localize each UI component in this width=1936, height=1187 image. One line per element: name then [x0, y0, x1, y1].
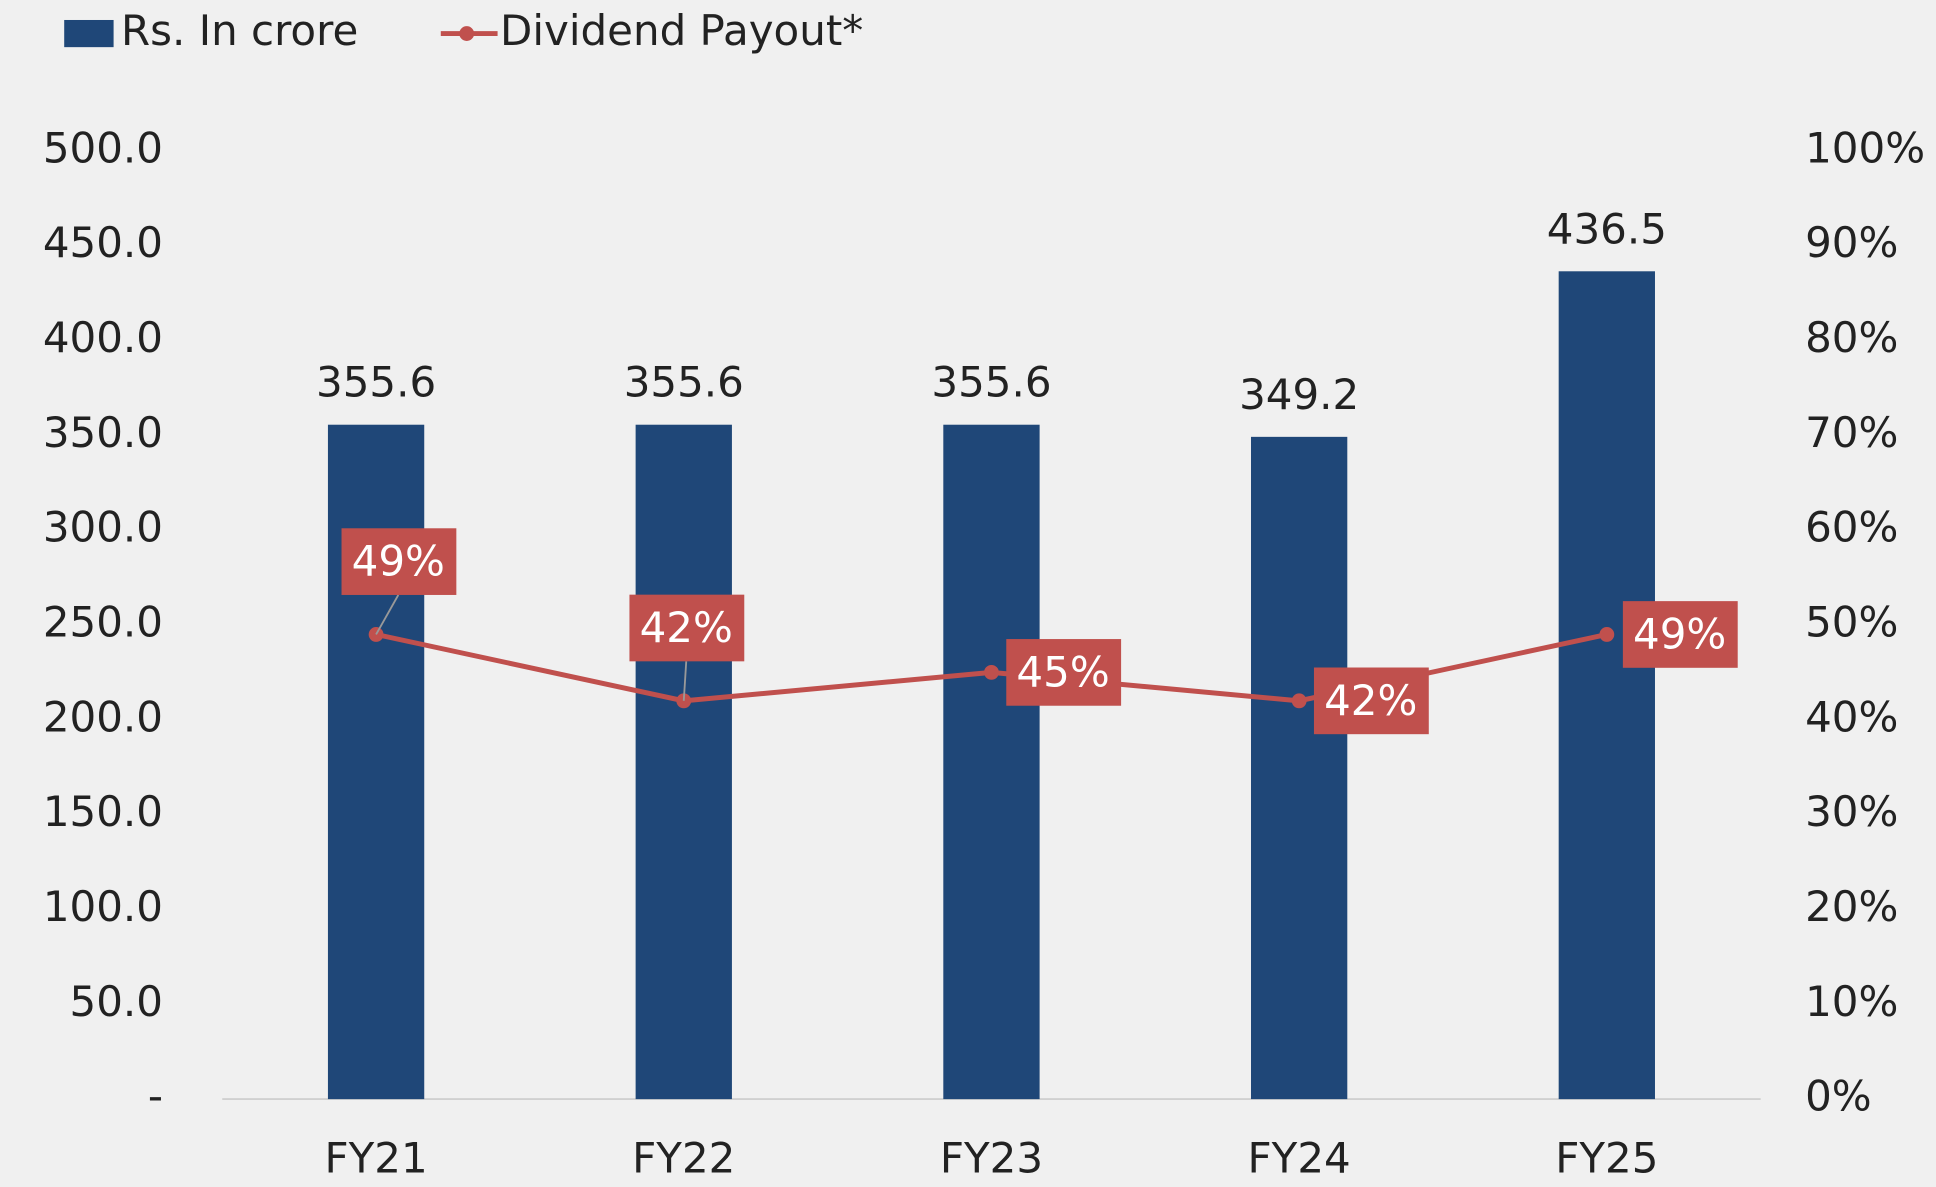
x-tick-label: FY21	[324, 1133, 427, 1182]
x-tick-label: FY22	[632, 1133, 735, 1182]
y-tick-label: 150.0	[43, 787, 163, 836]
data-label-box	[341, 528, 457, 595]
data-label-box	[1622, 601, 1738, 668]
y-tick-label: 200.0	[43, 692, 163, 741]
bar	[943, 424, 1040, 1100]
y-tick-label: 250.0	[43, 597, 163, 646]
y-tick-label: 500.0	[43, 123, 163, 172]
y-tick-label: 300.0	[43, 503, 163, 552]
bar-value-label: 355.6	[931, 358, 1051, 407]
legend-marker	[459, 26, 475, 41]
line-value-label: 49%	[352, 537, 445, 586]
line-marker	[984, 664, 999, 680]
data-label-box	[1313, 667, 1429, 735]
line-value-label: 49%	[1633, 609, 1726, 658]
y2-tick-label: 20%	[1805, 882, 1898, 931]
bar	[327, 424, 425, 1100]
line-value-label: 45%	[1016, 647, 1109, 696]
y2-tick-label: 70%	[1805, 408, 1898, 457]
y-tick-label: 350.0	[43, 408, 163, 457]
y2-tick-label: 50%	[1805, 597, 1898, 646]
bar	[1250, 436, 1348, 1100]
legend-label: Rs. In crore	[121, 6, 358, 55]
bar	[1558, 271, 1655, 1100]
bar-value-label: 355.6	[316, 358, 436, 407]
bar-value-label: 355.6	[624, 358, 744, 407]
y-tick-label: 450.0	[43, 218, 163, 267]
data-label-box	[629, 594, 745, 662]
line-value-label: 42%	[1324, 676, 1417, 725]
y-tick-label: 50.0	[70, 977, 163, 1026]
x-tick-label: FY24	[1248, 1133, 1351, 1182]
x-tick-label: FY23	[940, 1133, 1043, 1182]
y2-tick-label: 90%	[1805, 218, 1898, 267]
bar	[635, 424, 732, 1100]
data-label-box	[1006, 639, 1122, 706]
y2-tick-label: 30%	[1805, 787, 1898, 836]
legend-swatch	[64, 19, 114, 48]
y2-tick-label: 80%	[1805, 313, 1898, 362]
bar-value-label: 349.2	[1239, 370, 1359, 419]
y2-tick-label: 0%	[1805, 1072, 1872, 1121]
legend-label: Dividend Payout*	[500, 6, 863, 55]
line-marker	[1599, 627, 1615, 642]
y-tick-label: -	[148, 1072, 163, 1121]
leader-line	[682, 661, 688, 701]
bar-value-label: 436.5	[1547, 204, 1667, 253]
y-tick-label: 400.0	[43, 313, 163, 362]
line-value-label: 42%	[640, 603, 733, 652]
y2-tick-label: 10%	[1805, 977, 1898, 1026]
y2-tick-label: 40%	[1805, 692, 1898, 741]
x-tick-label: FY25	[1555, 1133, 1658, 1182]
line-marker	[1291, 693, 1307, 709]
y2-tick-label: 100%	[1805, 123, 1925, 172]
y-tick-label: 100.0	[43, 882, 163, 931]
leader-line	[375, 594, 400, 635]
y2-tick-label: 60%	[1805, 503, 1898, 552]
